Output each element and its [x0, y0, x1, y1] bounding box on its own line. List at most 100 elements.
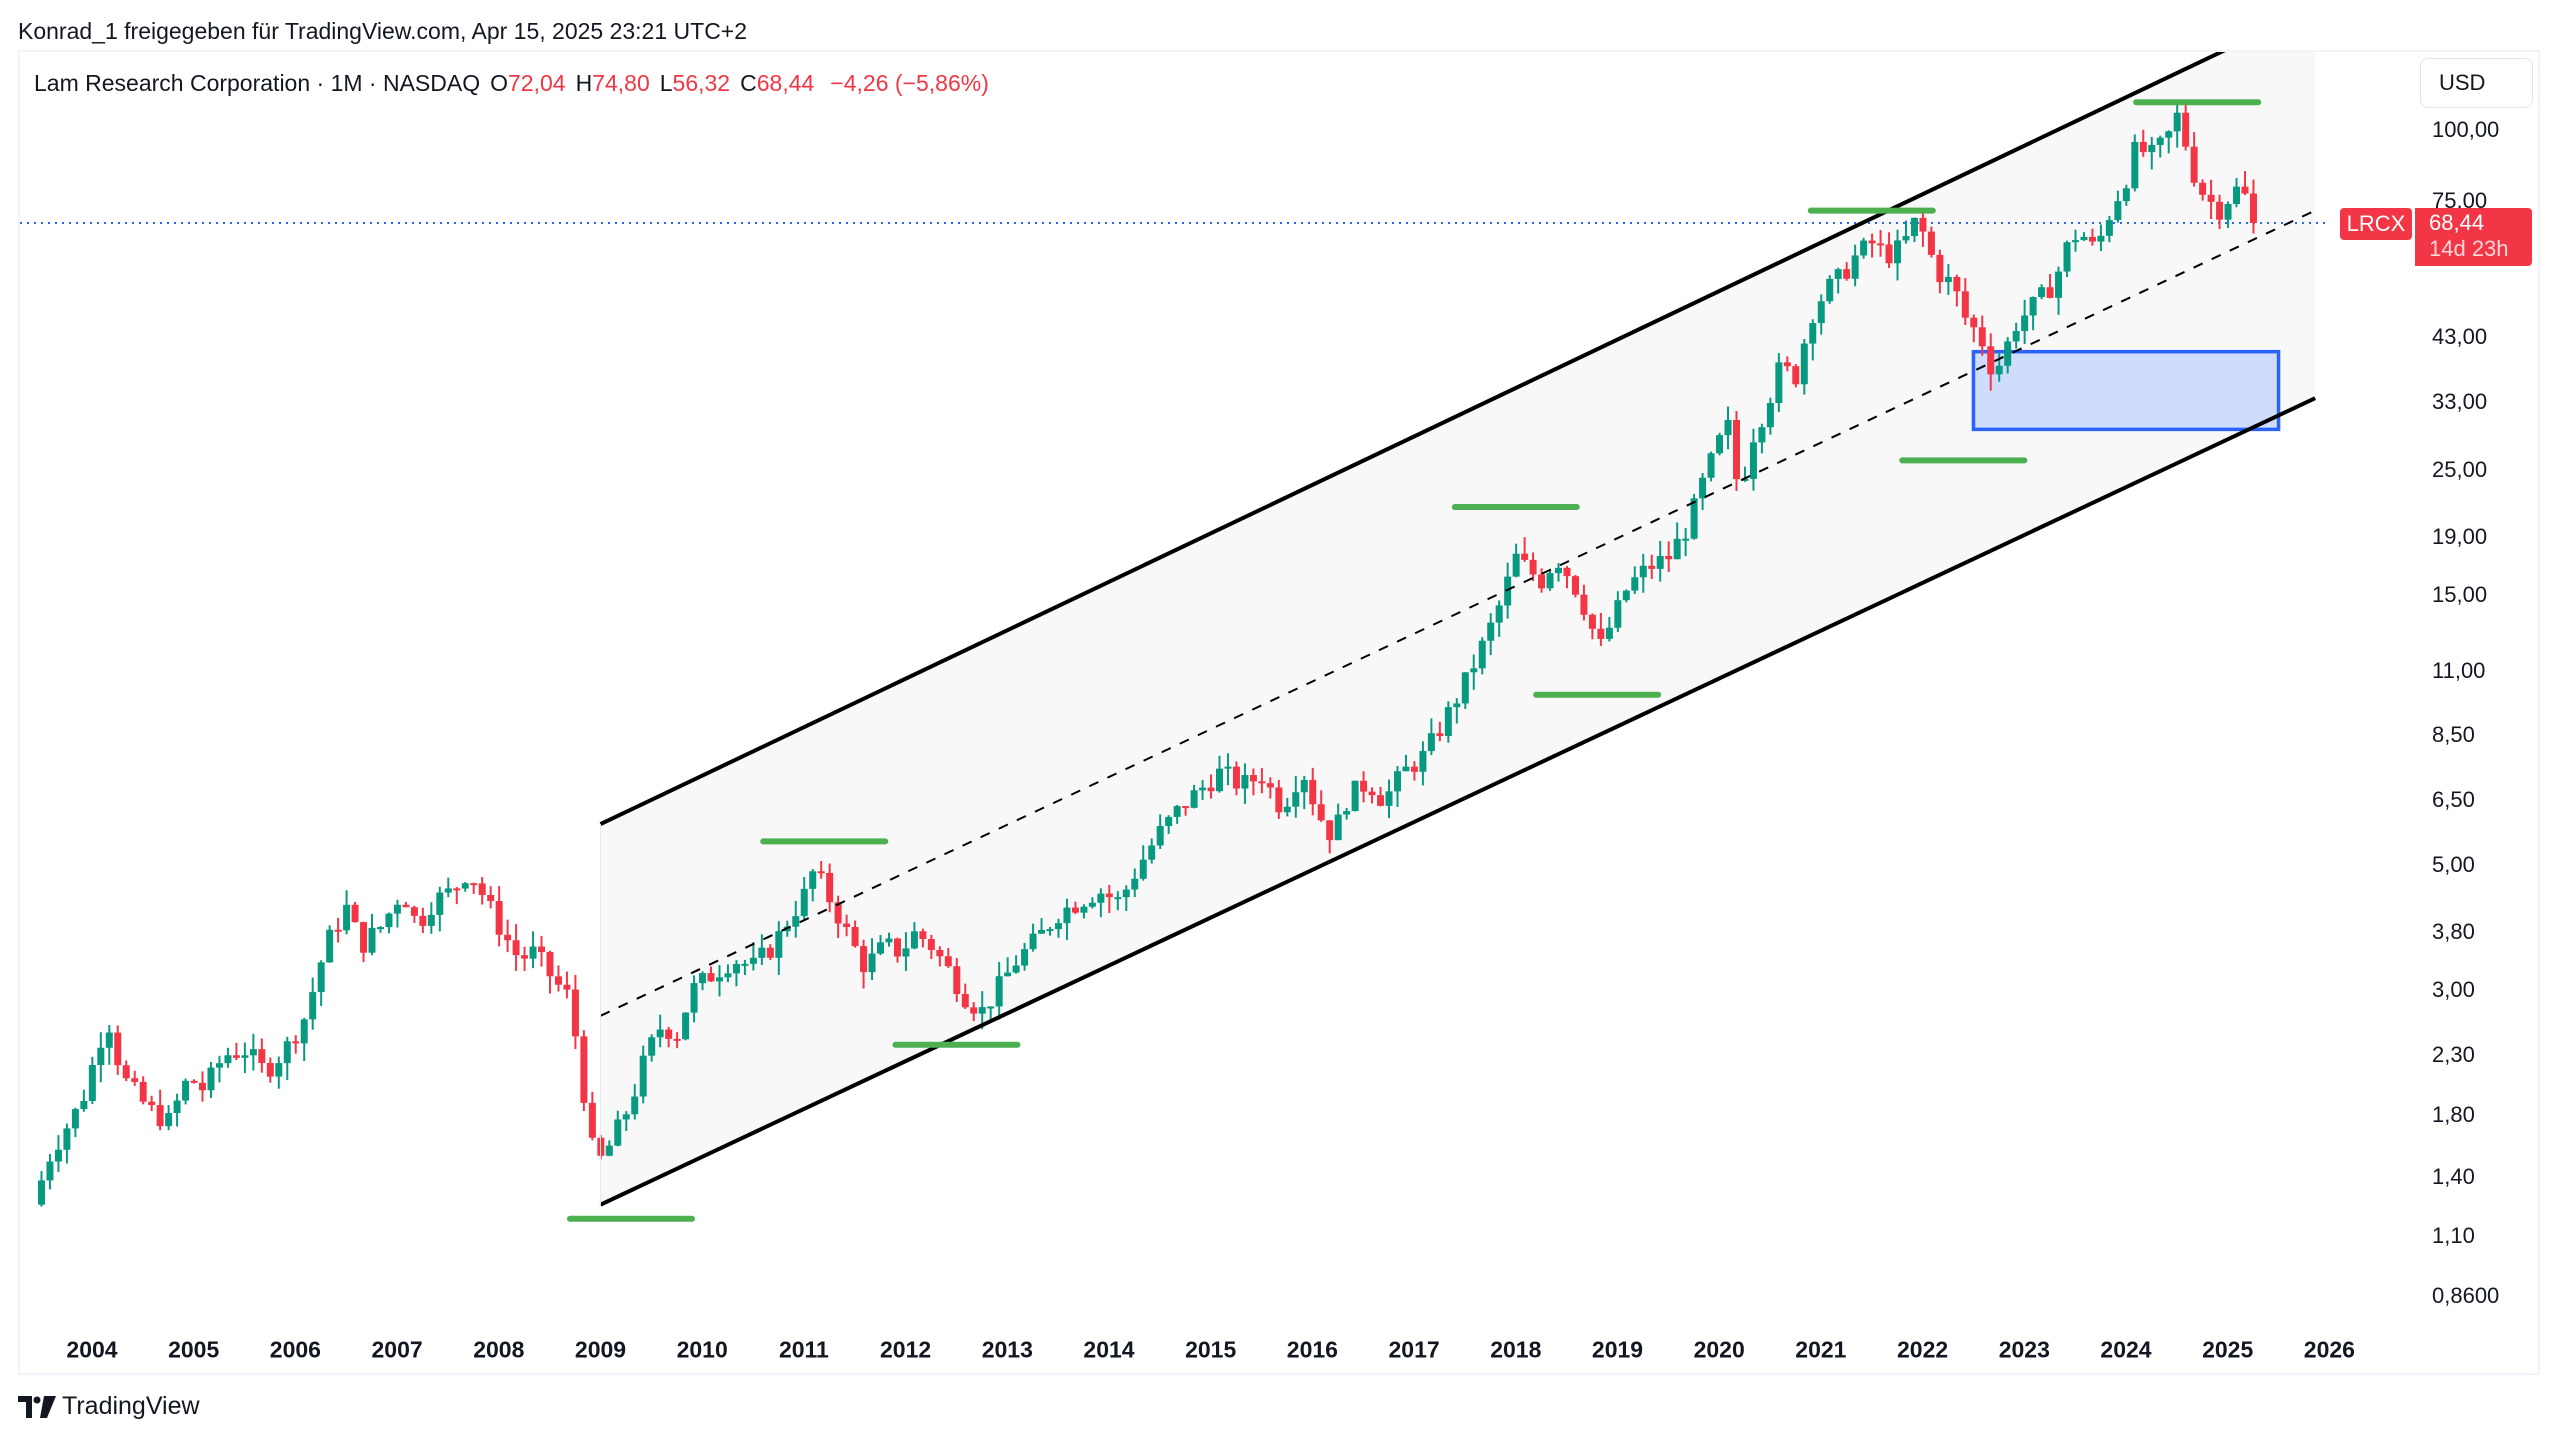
candle-body	[1834, 269, 1842, 279]
time-tick-label: 2012	[880, 1336, 932, 1363]
candle-body	[487, 895, 495, 902]
price-tick-label: 1,80	[2432, 1102, 2475, 1128]
candle-body	[877, 942, 885, 954]
candle-body	[665, 1029, 673, 1039]
candle-body	[987, 1006, 995, 1009]
candle-body	[1131, 878, 1139, 890]
candle-body	[1071, 907, 1079, 913]
candle-body	[1521, 553, 1529, 560]
share-attribution: Konrad_1 freigegeben für TradingView.com…	[18, 18, 748, 44]
candle-body	[843, 923, 851, 928]
candle-body	[393, 904, 401, 914]
candle-body	[2249, 193, 2257, 224]
candle-body	[1868, 240, 1876, 244]
price-tick-label: 33,00	[2432, 388, 2488, 414]
candle-body	[512, 940, 520, 956]
candle-body	[1995, 365, 2003, 375]
candle-body	[1470, 668, 1478, 673]
candle-body	[2080, 236, 2088, 241]
candle-body	[131, 1078, 139, 1082]
candle-body	[614, 1119, 622, 1146]
candle-body	[1800, 343, 1808, 385]
candle-body	[1038, 929, 1046, 934]
time-tick-label: 2025	[2202, 1336, 2254, 1363]
candle-body	[690, 983, 698, 1013]
candle-body	[1478, 640, 1486, 669]
candle-body	[961, 994, 969, 1008]
candle-body	[2114, 201, 2122, 221]
candle-body	[2004, 341, 2012, 366]
candle-body	[2071, 240, 2079, 243]
channel-upper-line[interactable]	[599, 7, 2316, 826]
currency-button[interactable]: USD	[2420, 58, 2533, 108]
candle-body	[1512, 553, 1520, 577]
candle-body	[419, 915, 427, 926]
candle-body	[1495, 605, 1503, 623]
channel-lower-line[interactable]	[599, 396, 2317, 1207]
candle-body	[1716, 435, 1724, 454]
candle-body	[385, 913, 393, 928]
candle-body	[1571, 576, 1579, 595]
candle-body	[538, 946, 546, 952]
ohlc-high: H 74,80	[575, 70, 650, 96]
candle-body	[792, 916, 800, 927]
candle-body	[1300, 779, 1308, 793]
candle-body	[1588, 614, 1596, 629]
candle-body	[1894, 240, 1902, 264]
candle-body	[1580, 594, 1588, 615]
candle-body	[2148, 144, 2156, 153]
candle-body	[766, 947, 774, 958]
candle-body	[1978, 327, 1986, 347]
candle-body	[1970, 317, 1978, 328]
candle-body	[63, 1128, 71, 1150]
candle-body	[2029, 297, 2037, 316]
candle-body	[1673, 538, 1681, 560]
channel-fill[interactable]	[600, 7, 2316, 1205]
candle-body	[936, 949, 944, 957]
candle-body	[605, 1145, 613, 1156]
candle-body	[2012, 331, 2020, 342]
candle-body	[1012, 965, 1020, 973]
candle-body	[343, 904, 351, 931]
candle-body	[1088, 902, 1096, 907]
candle-body	[758, 947, 766, 958]
candle-body	[732, 964, 740, 974]
candle-body	[648, 1037, 656, 1056]
tradingview-footer[interactable]: TradingView	[18, 1392, 200, 1421]
candle-body	[1453, 703, 1461, 708]
time-tick-label: 2020	[1693, 1336, 1745, 1363]
candle-body	[682, 1012, 690, 1040]
time-tick-label: 2017	[1388, 1336, 1440, 1363]
channel-median-line[interactable]	[600, 209, 2316, 1017]
demand-zone-rectangle[interactable]	[1971, 349, 2281, 432]
candle-body	[1114, 897, 1122, 900]
candle-body	[1402, 766, 1410, 772]
candle-body	[2216, 201, 2224, 220]
candle-body	[2063, 242, 2071, 272]
candle-body	[749, 957, 757, 964]
candle-body	[1563, 567, 1571, 577]
price-tick-label: 11,00	[2432, 658, 2486, 684]
candle-body	[1173, 806, 1181, 817]
candle-body	[919, 931, 927, 940]
price-tick-label: 100,00	[2432, 117, 2500, 142]
candle-body	[1504, 576, 1512, 606]
candle-body	[1326, 820, 1334, 841]
price-tick-label: 5,00	[2432, 851, 2475, 877]
candle-body	[1216, 768, 1224, 792]
candle-body	[2224, 204, 2232, 220]
candle-body	[1156, 826, 1164, 846]
candle-body	[334, 929, 342, 932]
candle-body	[1665, 555, 1673, 560]
candle-body	[427, 914, 435, 926]
candle-body	[1393, 771, 1401, 792]
candle-body	[1614, 600, 1622, 628]
candle-body	[156, 1105, 164, 1127]
candle-body	[1817, 301, 1825, 324]
candle-body	[775, 931, 783, 958]
candle-body	[207, 1067, 215, 1091]
symbol-title[interactable]: Lam Research Corporation · 1M · NASDAQ	[34, 70, 481, 96]
candle-body	[1936, 254, 1944, 283]
candle-body	[1487, 622, 1495, 641]
